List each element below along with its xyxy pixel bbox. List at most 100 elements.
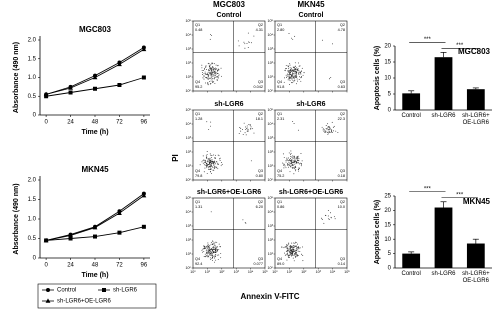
event-dot (217, 73, 219, 74)
event-dot (291, 247, 293, 249)
y-tick-label: 10⁰ (186, 178, 192, 182)
event-dot (287, 250, 289, 252)
event-dot (213, 166, 215, 168)
event-dot (289, 78, 291, 80)
event-dot (212, 167, 214, 169)
event-dot (209, 166, 211, 168)
event-dot (211, 155, 213, 157)
quadrant-value: 79.8 (195, 174, 202, 178)
event-dot (215, 69, 217, 71)
event-dot (287, 166, 289, 168)
y-tick-label: 10⁵ (186, 108, 192, 112)
quadrant-name: Q1 (277, 200, 282, 204)
y-tick-label: 0.5 (28, 236, 37, 242)
event-dot (283, 167, 285, 169)
event-dot (206, 253, 207, 254)
event-dot (291, 255, 292, 257)
event-dot (289, 250, 291, 252)
event-dot (213, 164, 215, 166)
y-axis-label: PI (171, 154, 180, 162)
event-dot (327, 218, 329, 220)
event-dot (291, 157, 293, 159)
event-dot (205, 65, 207, 67)
x-tick-label: sh-LGR6+ OE-LGR6 (462, 271, 490, 284)
event-dot (291, 245, 293, 247)
event-dot (301, 76, 303, 77)
marker (46, 288, 50, 292)
event-dot (288, 70, 290, 72)
event-dot (213, 242, 215, 244)
event-dot (285, 250, 287, 252)
event-dot (213, 70, 215, 72)
event-dot (298, 170, 300, 172)
y-tick-label: 0 (33, 113, 37, 119)
event-dot (206, 165, 208, 167)
event-dot (294, 62, 296, 64)
event-dot (294, 250, 296, 252)
event-dot (214, 157, 216, 159)
event-dot (295, 156, 297, 158)
event-dot (210, 168, 212, 169)
event-dot (213, 257, 215, 259)
event-dot (210, 73, 212, 75)
event-dot (203, 76, 205, 77)
x-axis-label: Time (h) (81, 129, 108, 136)
event-dot (207, 82, 209, 84)
quadrant-name: Q3 (340, 169, 345, 173)
event-dot (212, 259, 213, 261)
x-tick-label: 96 (141, 263, 148, 269)
y-tick-label: 10⁵ (268, 19, 274, 23)
event-dot (296, 160, 298, 162)
event-dot (209, 245, 211, 247)
quadrant-name: Q4 (277, 257, 282, 261)
event-dot (296, 76, 297, 78)
quadrant-name: Q3 (340, 257, 345, 261)
event-dot (214, 243, 216, 245)
event-dot (216, 76, 218, 78)
event-dot (245, 134, 247, 136)
event-dot (205, 255, 207, 257)
event-dot (211, 172, 212, 174)
event-dot (209, 251, 211, 253)
event-dot (298, 76, 300, 78)
x-tick-label: 10³ (234, 270, 240, 274)
event-dot (209, 247, 211, 249)
event-dot (296, 246, 298, 248)
y-tick-label: 10⁵ (268, 108, 274, 112)
event-dot (329, 128, 331, 130)
event-dot (203, 78, 205, 80)
event-dot (205, 250, 207, 252)
event-dot (293, 76, 295, 77)
event-dot (242, 219, 244, 221)
event-dot (300, 71, 302, 73)
event-dot (213, 169, 215, 171)
marker (141, 46, 147, 52)
event-dot (240, 127, 242, 129)
x-tick-label: 10⁰ (272, 270, 278, 274)
event-dot (208, 168, 210, 170)
event-dot (206, 158, 208, 159)
event-dot (206, 121, 208, 123)
event-dot (292, 245, 294, 247)
event-dot (211, 77, 213, 79)
event-dot (300, 153, 302, 154)
event-dot (210, 254, 212, 256)
y-tick-label: 10³ (268, 47, 274, 51)
event-dot (291, 164, 293, 166)
event-dot (298, 248, 300, 250)
event-dot (206, 151, 208, 152)
event-dot (283, 247, 285, 249)
event-dot (211, 244, 213, 245)
event-dot (293, 249, 295, 251)
event-dot (207, 245, 209, 247)
event-dot (299, 65, 301, 67)
event-dot (291, 162, 292, 164)
event-dot (207, 74, 209, 76)
event-dot (288, 77, 290, 79)
event-dot (292, 69, 294, 71)
event-dot (329, 127, 331, 129)
event-dot (211, 160, 213, 162)
plot-frame (192, 197, 266, 269)
event-dot (210, 70, 212, 72)
event-dot (213, 255, 215, 257)
